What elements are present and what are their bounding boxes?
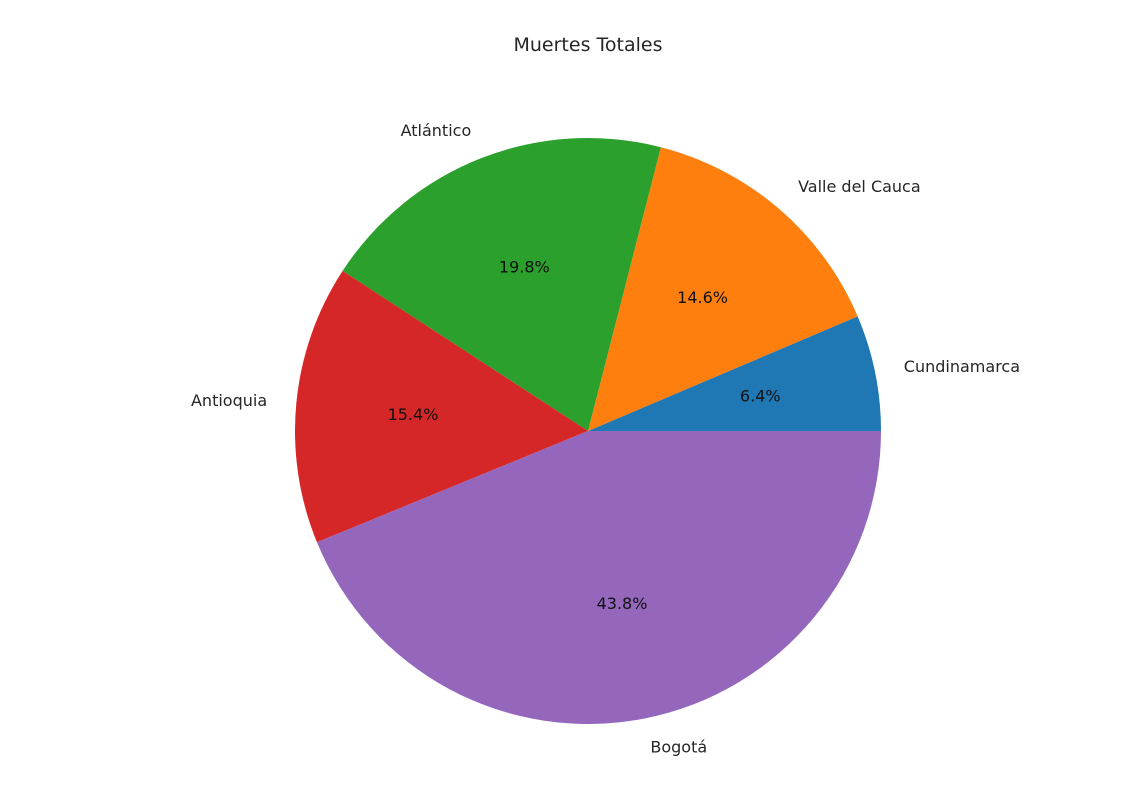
pie-percent-label-atlantico: 19.8% (499, 258, 550, 277)
pie-slice-cundinamarca (588, 316, 881, 431)
pie-category-label-bogota: Bogotá (650, 738, 707, 757)
pie-category-label-antioquia: Antioquia (191, 391, 267, 410)
pie-percent-label-bogota: 43.8% (597, 594, 648, 613)
pie-category-label-valle-del-cauca: Valle del Cauca (798, 177, 921, 196)
pie-slice-antioquia (295, 270, 588, 543)
pie-percent-label-valle-del-cauca: 14.6% (677, 288, 728, 307)
pie-slice-bogota (316, 431, 881, 724)
chart-title: Muertes Totales (513, 34, 663, 56)
pie-category-label-cundinamarca: Cundinamarca (904, 357, 1020, 376)
pie-category-label-atlantico: Atlántico (401, 121, 472, 140)
pie-percent-label-antioquia: 15.4% (388, 405, 439, 424)
pie-slice-valle-del-cauca (588, 147, 858, 431)
pie-slice-atlantico (342, 138, 661, 431)
pie-percent-label-cundinamarca: 6.4% (740, 386, 781, 405)
